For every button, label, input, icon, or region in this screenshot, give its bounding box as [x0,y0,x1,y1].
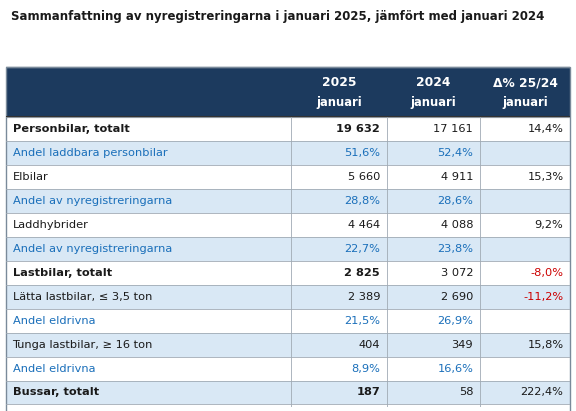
Bar [6,165,570,189]
Bar [6,67,570,411]
Text: 4 088: 4 088 [441,220,473,230]
Text: januari: januari [502,96,548,109]
Text: januari: januari [316,96,362,109]
Text: Andel eldrivna: Andel eldrivna [13,363,95,374]
Text: 4 911: 4 911 [441,172,473,182]
Text: 22,7%: 22,7% [344,244,380,254]
Bar [6,381,570,404]
Bar [6,332,570,356]
Bar [6,237,570,261]
Text: Lätta lastbilar, ≤ 3,5 ton: Lätta lastbilar, ≤ 3,5 ton [13,292,152,302]
Bar [6,261,570,285]
Bar [6,67,570,117]
Text: 2025: 2025 [321,76,356,89]
Text: 19 632: 19 632 [336,124,380,134]
Text: 222,4%: 222,4% [521,388,563,397]
Text: 28,8%: 28,8% [344,196,380,206]
Text: 14,4%: 14,4% [528,124,563,134]
Text: Elbilar: Elbilar [13,172,48,182]
Text: 21,5%: 21,5% [344,316,380,326]
Text: Andel av nyregistreringarna: Andel av nyregistreringarna [13,244,172,254]
Text: 51,6%: 51,6% [344,148,380,158]
Bar [6,213,570,237]
Bar [6,141,570,165]
Text: 9,2%: 9,2% [535,220,563,230]
Bar [6,285,570,309]
Text: 8,9%: 8,9% [351,363,380,374]
Text: -11,2%: -11,2% [524,292,563,302]
Text: 404: 404 [358,339,380,350]
Bar [6,309,570,332]
Bar [6,356,570,381]
Text: Laddhybrider: Laddhybrider [13,220,88,230]
Text: 2 825: 2 825 [344,268,380,278]
Text: 15,3%: 15,3% [528,172,563,182]
Text: Andel av nyregistreringarna: Andel av nyregistreringarna [13,196,172,206]
Text: 2 690: 2 690 [441,292,473,302]
Text: 58: 58 [458,388,473,397]
Text: 52,4%: 52,4% [437,148,473,158]
Text: 4 464: 4 464 [348,220,380,230]
Text: Lastbilar, totalt: Lastbilar, totalt [13,268,112,278]
Text: 23,8%: 23,8% [437,244,473,254]
Text: 2 389: 2 389 [347,292,380,302]
Text: Bussar, totalt: Bussar, totalt [13,388,98,397]
Text: 17 161: 17 161 [433,124,473,134]
Text: 2024: 2024 [416,76,450,89]
Text: Tunga lastbilar, ≥ 16 ton: Tunga lastbilar, ≥ 16 ton [13,339,153,350]
Bar [6,404,570,411]
Text: 349: 349 [452,339,473,350]
Text: Andel laddbara personbilar: Andel laddbara personbilar [13,148,167,158]
Text: 3 072: 3 072 [441,268,473,278]
Text: 187: 187 [357,388,380,397]
Text: -8,0%: -8,0% [530,268,563,278]
Text: Personbilar, totalt: Personbilar, totalt [13,124,129,134]
Bar [6,189,570,213]
Text: 5 660: 5 660 [348,172,380,182]
Text: 16,6%: 16,6% [437,363,473,374]
Text: Sammanfattning av nyregistreringarna i januari 2025, jämfört med januari 2024: Sammanfattning av nyregistreringarna i j… [12,10,545,23]
Text: 15,8%: 15,8% [528,339,563,350]
Text: Δ% 25/24: Δ% 25/24 [492,76,558,89]
Text: 28,6%: 28,6% [437,196,473,206]
Text: Andel eldrivna: Andel eldrivna [13,316,95,326]
Text: 26,9%: 26,9% [437,316,473,326]
Bar [6,117,570,141]
Text: januari: januari [411,96,456,109]
